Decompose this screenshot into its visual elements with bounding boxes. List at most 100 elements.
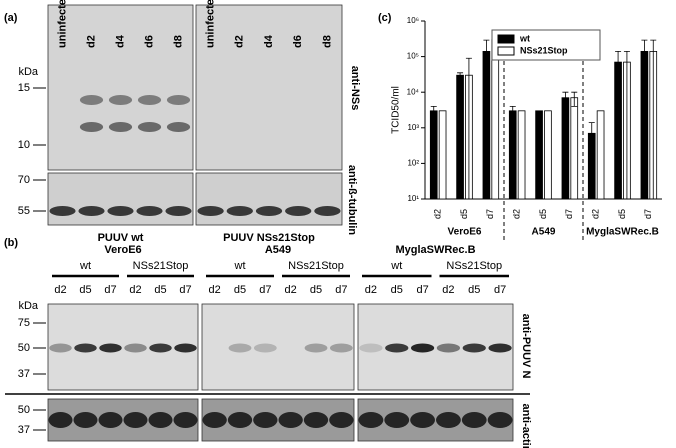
band <box>49 206 76 216</box>
marker: 75 <box>18 317 30 329</box>
band <box>487 412 513 428</box>
group-label: VeroE6 <box>448 227 482 238</box>
y-tick-label: 10⁴ <box>407 87 420 96</box>
bar <box>456 74 464 200</box>
band <box>228 343 252 353</box>
error-bar <box>571 91 578 107</box>
band <box>410 412 435 428</box>
band <box>197 206 224 216</box>
x-tick-label: d5 <box>617 209 627 219</box>
lane-label: d2 <box>129 284 141 296</box>
lane-label: d2 <box>442 284 454 296</box>
marker: 55 <box>18 205 30 217</box>
error-bar <box>465 57 472 200</box>
bar <box>438 110 447 200</box>
band <box>137 95 162 105</box>
band <box>108 95 133 105</box>
band <box>202 412 227 428</box>
x-tick-label: d7 <box>643 209 653 219</box>
label: kDa <box>18 300 38 312</box>
lane-label: d7 <box>416 284 428 296</box>
band <box>49 343 72 353</box>
subgroup-label: wt <box>390 260 402 272</box>
lane-label: d5 <box>468 284 480 296</box>
error-bar <box>562 91 569 107</box>
panel-label: (c) <box>378 12 392 24</box>
error-bar <box>623 50 630 200</box>
lane-label: d2 <box>85 35 97 48</box>
group-label: A549 <box>265 244 291 256</box>
band <box>358 412 384 428</box>
band <box>329 412 354 428</box>
error-bar <box>588 122 595 200</box>
lane-label: d5 <box>234 284 246 296</box>
band <box>461 412 487 428</box>
band <box>74 343 97 353</box>
band <box>108 122 133 132</box>
error-bar <box>430 105 437 118</box>
label: (a) <box>4 12 18 24</box>
marker: 37 <box>18 424 30 436</box>
x-tick-label: d2 <box>591 209 601 219</box>
band <box>48 412 73 428</box>
subgroup-label: wt <box>79 260 91 272</box>
band <box>253 412 278 428</box>
error-bar <box>615 50 622 200</box>
group-label: MyglaSWRec.B <box>586 227 659 238</box>
bar <box>491 39 500 200</box>
bar <box>570 97 579 200</box>
antibody: anti-NSs <box>349 66 361 111</box>
label: kDa <box>18 66 38 78</box>
legend-swatch <box>497 34 515 44</box>
blot <box>357 398 514 442</box>
x-tick-label: d7 <box>485 209 495 219</box>
error-bar <box>509 105 516 118</box>
band <box>488 343 512 353</box>
marker: 15 <box>18 82 30 94</box>
blot <box>357 303 514 391</box>
group-label: MyglaSWRec.B <box>395 244 475 256</box>
antibody: anti-ß-tubulin <box>346 165 358 236</box>
x-tick-label: d7 <box>564 209 574 219</box>
antibody: anti-PUUV N <box>520 314 532 379</box>
group-label: A549 <box>532 227 556 238</box>
blot <box>195 4 343 171</box>
error-bar <box>650 39 657 200</box>
marker: 70 <box>18 174 30 186</box>
band <box>303 412 329 428</box>
legend-swatch <box>497 46 515 56</box>
x-tick-label: d2 <box>512 209 522 219</box>
blot <box>201 303 355 391</box>
band <box>329 343 353 353</box>
band <box>165 206 192 216</box>
marker: 10 <box>18 139 30 151</box>
blot <box>47 4 194 171</box>
lane-label: uninfected <box>56 0 68 48</box>
band <box>436 412 461 428</box>
lane-label: d7 <box>335 284 347 296</box>
band <box>79 122 104 132</box>
band <box>384 412 410 428</box>
bar <box>517 110 526 200</box>
lane-label: d2 <box>365 284 377 296</box>
y-tick-label: 10³ <box>407 123 419 132</box>
lane-label: d2 <box>209 284 221 296</box>
legend-label: wt <box>519 33 530 43</box>
subgroup-label: NSs21Stop <box>133 260 189 272</box>
band <box>255 206 283 216</box>
error-bar <box>483 39 490 200</box>
lane-label: d5 <box>154 284 166 296</box>
subgroup-label: NSs21Stop <box>288 260 344 272</box>
x-tick-label: d2 <box>433 209 443 219</box>
lane-label: d5 <box>310 284 322 296</box>
bar <box>561 97 570 200</box>
bar <box>544 110 552 200</box>
band <box>73 412 98 428</box>
band <box>436 343 461 353</box>
lane-label: d6 <box>143 35 155 48</box>
lane-label: d4 <box>263 34 275 48</box>
antibody: anti-actin <box>520 404 532 448</box>
band <box>314 206 341 216</box>
lane-label: d8 <box>321 35 333 48</box>
lane-label: d2 <box>234 35 246 48</box>
